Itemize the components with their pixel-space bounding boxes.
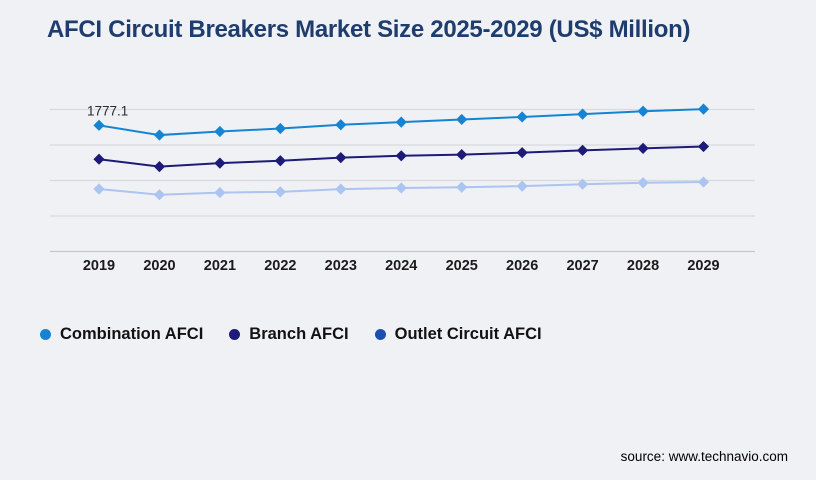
data-point-branch-afci-2025 (456, 148, 468, 161)
legend-item-outlet-circuit-afci: Outlet Circuit AFCI (374, 325, 542, 344)
x-tick-label: 2020 (143, 258, 175, 274)
data-point-combination-afci-2023 (335, 119, 347, 131)
x-tick-label: 2022 (264, 258, 296, 274)
data-point-branch-afci-2026 (516, 147, 528, 159)
x-tick-label: 2019 (83, 258, 115, 274)
data-point-combination-afci-2024 (395, 116, 407, 128)
data-point-outlet-circuit-afci-2020 (153, 189, 166, 201)
legend-marker-icon (229, 329, 241, 340)
legend-marker-icon (374, 329, 386, 340)
data-point-combination-afci-2019 (93, 119, 105, 131)
x-tick-label: 2025 (446, 258, 478, 274)
data-point-branch-afci-2021 (214, 157, 226, 169)
point-value-label: 1777.1 (87, 103, 128, 118)
data-point-branch-afci-2029 (697, 140, 710, 153)
data-point-combination-afci-2025 (456, 113, 468, 126)
data-point-outlet-circuit-afci-2025 (456, 181, 468, 193)
x-tick-label: 2024 (385, 258, 417, 274)
data-point-outlet-circuit-afci-2027 (577, 178, 589, 190)
source-attribution: source: www.technavio.com (620, 449, 788, 464)
data-point-combination-afci-2028 (637, 105, 649, 117)
legend-label: Combination AFCI (60, 325, 204, 343)
x-tick-label: 2027 (566, 258, 598, 274)
x-tick-label: 2029 (687, 258, 719, 274)
data-point-outlet-circuit-afci-2019 (93, 183, 105, 195)
x-tick-label: 2021 (204, 258, 236, 274)
data-point-branch-afci-2024 (395, 150, 407, 162)
data-point-combination-afci-2026 (516, 111, 528, 123)
data-point-combination-afci-2021 (214, 125, 226, 138)
data-point-branch-afci-2020 (153, 161, 166, 173)
data-point-outlet-circuit-afci-2024 (395, 182, 407, 194)
legend-label: Outlet Circuit AFCI (394, 325, 542, 343)
data-point-outlet-circuit-afci-2026 (516, 180, 528, 192)
data-point-combination-afci-2020 (153, 129, 166, 141)
page-title: AFCI Circuit Breakers Market Size 2025-2… (47, 16, 691, 43)
legend-marker-icon (40, 329, 51, 340)
x-tick-label: 2026 (506, 258, 538, 274)
data-point-outlet-circuit-afci-2021 (214, 186, 226, 199)
legend-item-combination-afci: Combination AFCI (40, 325, 203, 344)
data-point-branch-afci-2019 (93, 153, 105, 165)
data-point-combination-afci-2029 (697, 103, 710, 115)
data-point-branch-afci-2027 (577, 144, 589, 156)
data-point-outlet-circuit-afci-2023 (335, 183, 347, 195)
data-point-branch-afci-2023 (335, 152, 347, 164)
chart-legend: Combination AFCI Branch AFCI Outlet Circui… (40, 325, 542, 344)
data-point-combination-afci-2022 (274, 122, 286, 135)
data-point-combination-afci-2027 (577, 108, 589, 120)
x-tick-label: 2023 (325, 258, 357, 274)
legend-item-branch-afci: Branch AFCI (229, 325, 349, 344)
data-point-outlet-circuit-afci-2028 (637, 177, 649, 189)
data-point-outlet-circuit-afci-2022 (274, 186, 286, 198)
data-point-outlet-circuit-afci-2029 (697, 176, 710, 188)
x-tick-label: 2028 (627, 258, 659, 274)
data-point-branch-afci-2028 (637, 142, 649, 155)
data-point-branch-afci-2022 (274, 155, 286, 167)
legend-label: Branch AFCI (249, 325, 349, 343)
